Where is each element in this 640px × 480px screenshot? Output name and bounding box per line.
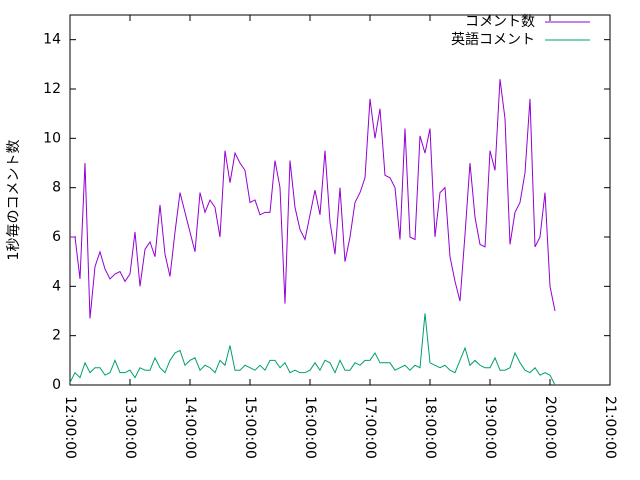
x-tick-label: 18:00:00 <box>422 396 438 459</box>
legend-label: コメント数 <box>465 14 535 30</box>
plot-frame <box>69 14 611 386</box>
y-tick-label: 14 <box>43 32 61 48</box>
y-tick-label: 4 <box>52 278 61 294</box>
x-tick-label: 13:00:00 <box>122 396 138 459</box>
y-tick-label: 2 <box>52 328 61 344</box>
x-tick-label: 20:00:00 <box>542 396 558 459</box>
x-tick-label: 15:00:00 <box>242 396 258 459</box>
x-tick-label: 21:00:00 <box>602 396 618 459</box>
x-tick-label: 17:00:00 <box>362 396 378 459</box>
x-tick-label: 16:00:00 <box>302 396 318 459</box>
y-tick-label: 8 <box>52 180 61 196</box>
x-tick-label: 12:00:00 <box>62 396 78 459</box>
series-line <box>70 79 556 319</box>
y-tick-label: 12 <box>43 81 61 97</box>
series-line <box>69 313 556 386</box>
x-tick-label: 19:00:00 <box>482 396 498 459</box>
x-tick-label: 14:00:00 <box>182 396 198 459</box>
legend-label: 英語コメント <box>451 31 535 48</box>
y-axis-label: 1秒毎のコメント数 <box>6 140 22 261</box>
y-tick-label: 6 <box>52 229 61 245</box>
y-tick-label: 0 <box>52 377 61 393</box>
y-tick-label: 10 <box>43 130 61 146</box>
